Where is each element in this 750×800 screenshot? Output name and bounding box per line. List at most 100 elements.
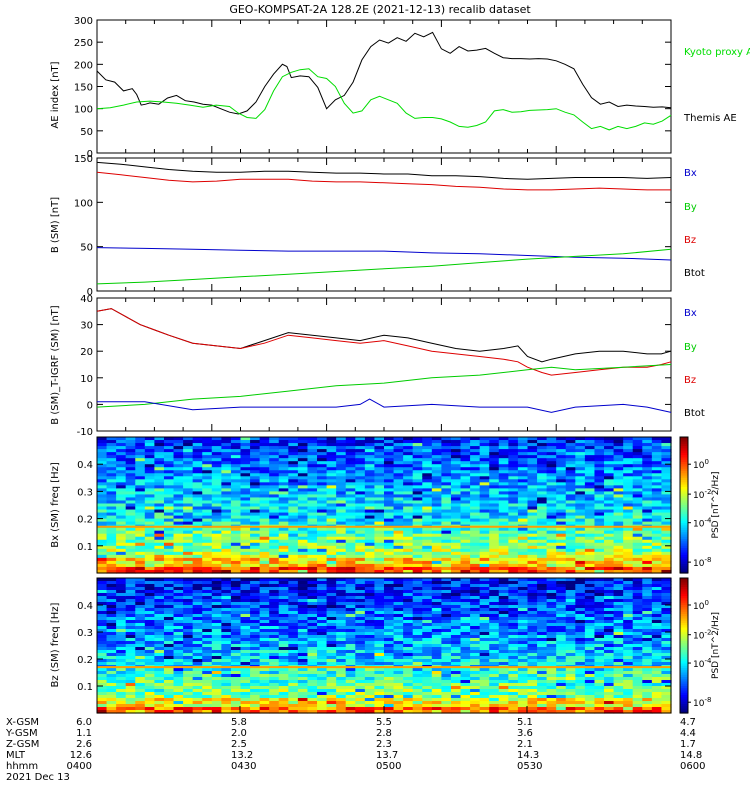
spectrogram-cell bbox=[250, 503, 261, 508]
colorbar-cell bbox=[680, 480, 688, 483]
spectrogram-cell bbox=[288, 659, 299, 663]
spectrogram-cell bbox=[230, 581, 242, 585]
spectrogram-cell bbox=[575, 506, 586, 511]
spectrogram-cell bbox=[565, 560, 576, 565]
spectrogram-cell bbox=[345, 587, 356, 591]
spectrogram-cell bbox=[106, 659, 117, 663]
spectrogram-cell bbox=[326, 704, 337, 708]
spectrogram-cell bbox=[374, 479, 385, 483]
spectrogram-cell bbox=[173, 500, 184, 505]
spectrogram-cell bbox=[460, 644, 471, 648]
spectrogram-cell bbox=[288, 668, 299, 672]
spectrogram-cell bbox=[651, 530, 663, 535]
spectrogram-cell bbox=[211, 638, 222, 642]
spectrogram-cell bbox=[288, 617, 299, 621]
spectrogram-cell bbox=[393, 488, 404, 492]
spectrogram-cell bbox=[240, 635, 251, 639]
spectrogram-cell bbox=[460, 509, 471, 514]
spectrogram-cell bbox=[202, 587, 213, 591]
spectrogram-cell bbox=[431, 602, 442, 606]
spectrogram-cell bbox=[422, 479, 433, 483]
spectrogram-cell bbox=[364, 449, 376, 453]
spectrogram-cell bbox=[661, 443, 672, 447]
spectrogram-cell bbox=[364, 662, 376, 666]
spectrogram-cell bbox=[116, 464, 127, 468]
spectrogram-cell bbox=[489, 704, 500, 708]
spectrogram-cell bbox=[135, 563, 146, 568]
spectrogram-cell bbox=[240, 584, 251, 588]
spectrogram-cell bbox=[336, 482, 347, 486]
spectrogram-cell bbox=[288, 437, 299, 441]
spectrogram-cell bbox=[183, 512, 194, 517]
spectrogram-cell bbox=[221, 587, 232, 591]
spectrogram-cell bbox=[192, 440, 203, 444]
spectrogram-cell bbox=[163, 566, 175, 571]
spectrogram-cell bbox=[384, 647, 395, 651]
spectrogram-cell bbox=[278, 635, 289, 639]
spectrogram-cell bbox=[364, 692, 376, 696]
spectrogram-cell bbox=[422, 521, 433, 526]
spectrogram-cell bbox=[364, 518, 376, 523]
spectrogram-cell bbox=[479, 620, 490, 624]
spectrogram-cell bbox=[565, 437, 576, 441]
spectrogram-cell bbox=[460, 671, 471, 675]
spectrogram-cell bbox=[183, 599, 194, 603]
spectrogram-cell bbox=[135, 527, 146, 532]
spectrogram-cell bbox=[479, 605, 490, 609]
spectrogram-cell bbox=[144, 701, 155, 705]
spectrogram-cell bbox=[489, 464, 500, 468]
spectrogram-cell bbox=[173, 686, 184, 690]
spectrogram-cell bbox=[517, 569, 529, 574]
spectrogram-cell bbox=[556, 512, 567, 517]
spectrogram-cell bbox=[422, 548, 433, 553]
spectrogram-cell bbox=[470, 629, 481, 633]
spectrogram-cell bbox=[575, 542, 586, 547]
spectrogram-cell bbox=[202, 599, 213, 603]
ae-series-kyoto-proxy-ae bbox=[96, 68, 672, 131]
spectrogram-cell bbox=[642, 446, 653, 450]
spectrogram-cell bbox=[173, 536, 184, 541]
spectrogram-cell bbox=[393, 503, 404, 508]
spectrogram-cell bbox=[374, 614, 385, 618]
spectrogram-cell bbox=[642, 464, 653, 468]
spectrogram-cell bbox=[202, 614, 213, 618]
spectrogram-cell bbox=[546, 500, 557, 505]
spectrogram-cell bbox=[230, 506, 242, 511]
spectrogram-cell bbox=[106, 455, 117, 459]
spectrogram-cell bbox=[336, 488, 347, 492]
spectrogram-cell bbox=[278, 689, 289, 693]
spectrogram-cell bbox=[470, 620, 481, 624]
spectrogram-cell bbox=[163, 662, 175, 666]
spectrogram-cell bbox=[460, 479, 471, 483]
spectrogram-cell bbox=[288, 506, 299, 511]
spectrogram-cell bbox=[202, 578, 213, 582]
spectrogram-cell bbox=[345, 527, 356, 532]
spectrogram-cell bbox=[431, 656, 442, 660]
spectrogram-cell bbox=[144, 440, 155, 444]
spectrogram-cell bbox=[661, 563, 672, 568]
spectrogram-cell bbox=[613, 554, 624, 559]
legend-kyoto: Kyoto proxy AE bbox=[684, 47, 750, 58]
spectrogram-cell bbox=[240, 608, 251, 612]
spectrogram-cell bbox=[135, 497, 146, 502]
spectrogram-cell bbox=[183, 647, 194, 651]
spectrogram-cell bbox=[565, 503, 576, 508]
spectrogram-cell bbox=[317, 674, 328, 678]
spectrogram-cell bbox=[317, 563, 328, 568]
colorbar-cell bbox=[680, 498, 688, 502]
spectrogram-cell bbox=[517, 449, 529, 453]
spectrogram-cell bbox=[441, 545, 452, 550]
spectrogram-cell bbox=[575, 566, 586, 571]
spectrogram-cell bbox=[384, 605, 395, 609]
spectrogram-cell bbox=[374, 659, 385, 663]
spectrogram-cell bbox=[259, 641, 270, 645]
spectrogram-cell bbox=[97, 683, 108, 687]
spectrogram-cell bbox=[144, 596, 155, 600]
spectrogram-cell bbox=[498, 458, 509, 462]
spectrogram-cell bbox=[336, 560, 347, 565]
spectrogram-cell bbox=[221, 482, 232, 486]
spectrogram-cell bbox=[422, 593, 433, 597]
spectrogram-cell bbox=[317, 512, 328, 517]
spectrogram-cell bbox=[250, 437, 261, 441]
spectrogram-cell bbox=[192, 620, 203, 624]
